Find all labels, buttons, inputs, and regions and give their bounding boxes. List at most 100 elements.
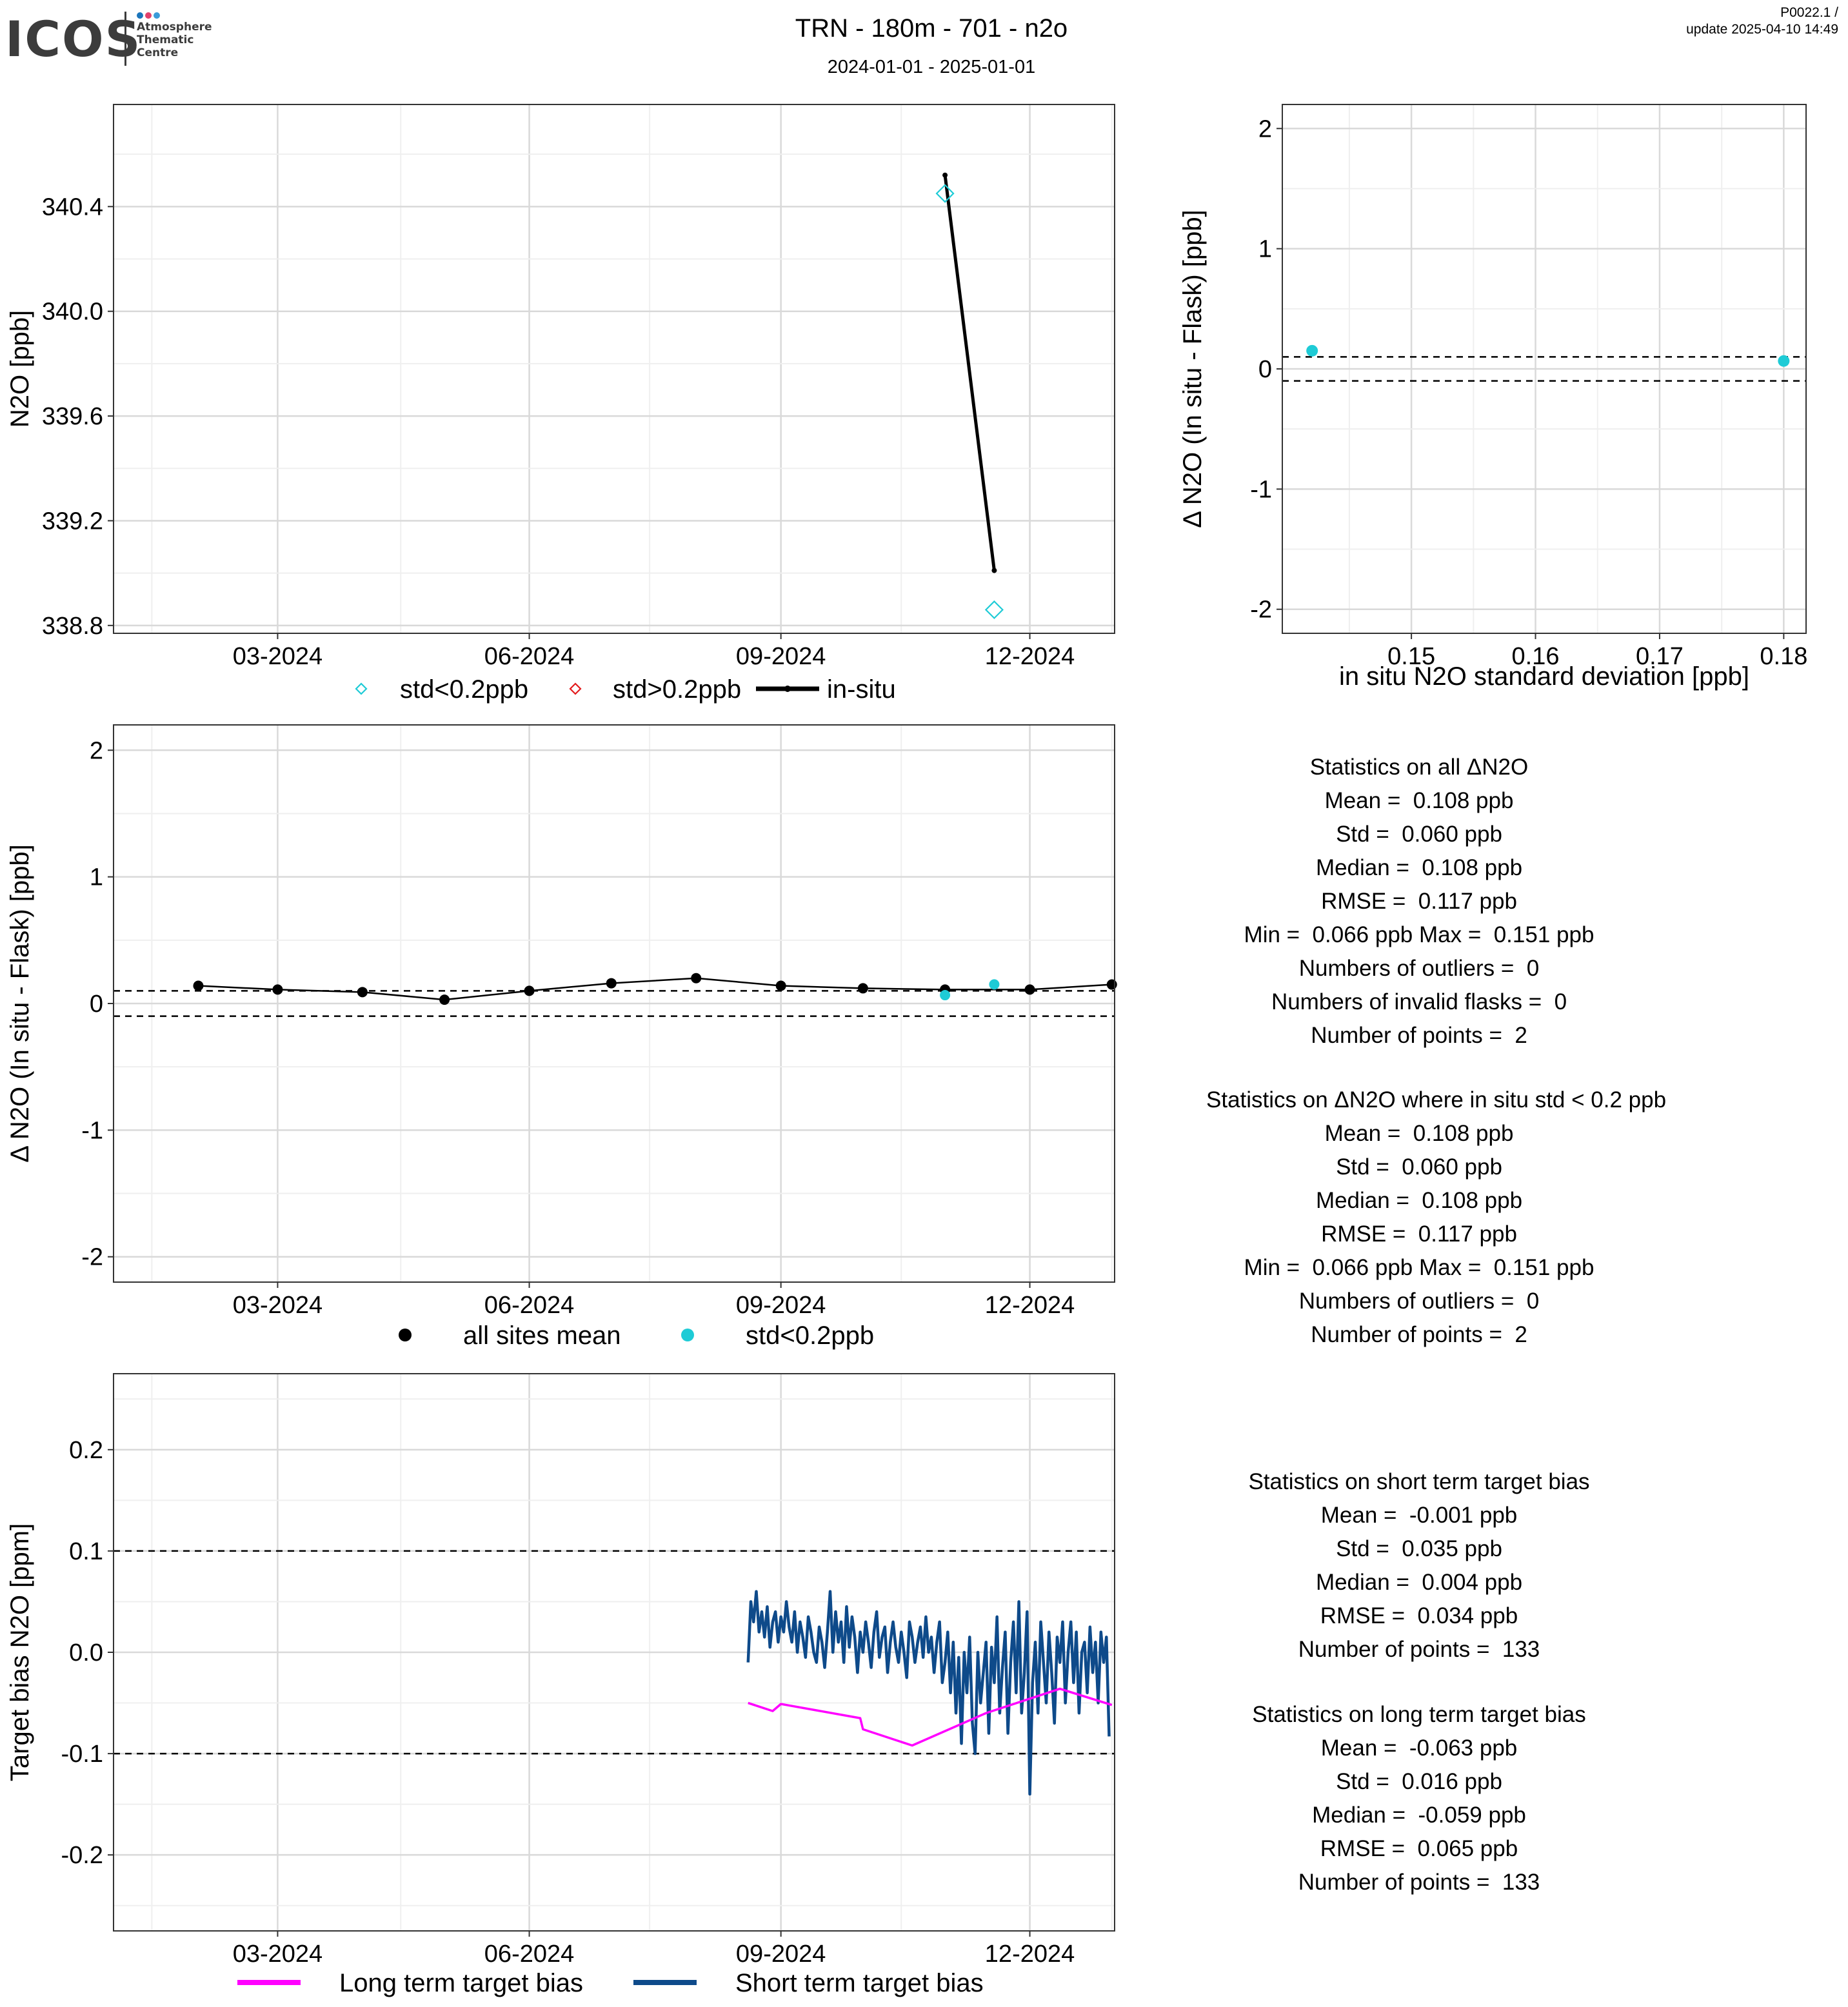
- y-tick-label: -0.1: [61, 1741, 103, 1768]
- y-tick-label: 339.2: [42, 508, 103, 535]
- legend-in-situ-label: in-situ: [827, 675, 896, 704]
- legend-std-low-key: [355, 682, 368, 695]
- stats-line: Mean = -0.001 ppb: [1320, 1503, 1518, 1528]
- x-tick-label: 06-2024: [484, 1941, 574, 1968]
- stats-line: Std = 0.060 ppb: [1336, 1154, 1502, 1180]
- x-tick-label: 0.18: [1760, 643, 1807, 670]
- legend-std-low-label: std<0.2ppb: [746, 1321, 874, 1350]
- legend-std-low-label: std<0.2ppb: [400, 675, 528, 704]
- page-subtitle: 2024-01-01 - 2025-01-01: [827, 57, 1036, 77]
- short-term-bias-line: [746, 1590, 1111, 1796]
- stats-line: Median = 0.108 ppb: [1315, 855, 1523, 880]
- stats-line: Min = 0.066 ppb Max = 0.151 ppb: [1244, 922, 1595, 947]
- legend-all-sites-mean-label: all sites mean: [463, 1321, 621, 1350]
- y-axis-label: Target bias N2O [ppm]: [6, 1523, 34, 1781]
- legend-std-high-key: [569, 682, 582, 695]
- y-tick-label: 1: [1258, 236, 1272, 263]
- std-low-point: [1778, 355, 1790, 367]
- all-sites-mean-point: [439, 994, 450, 1005]
- all-sites-mean-point: [606, 978, 617, 989]
- long-term-bias-line: [748, 1687, 1113, 1747]
- logo-dots: [137, 10, 160, 22]
- stats-line: Median = -0.059 ppb: [1312, 1803, 1526, 1828]
- n2o-panel-border: [113, 104, 1115, 634]
- y-tick-label: 1: [90, 864, 103, 891]
- stats-long-bias: Statistics on long term target bias Mean…: [1206, 1698, 1632, 1899]
- all-sites-mean-point: [524, 985, 535, 996]
- std-low-point: [940, 990, 951, 1001]
- x-tick-label: 0.16: [1512, 643, 1560, 670]
- x-tick-label: 0.15: [1387, 643, 1435, 670]
- y-tick-label: 340.0: [42, 299, 103, 326]
- stats-line: Median = 0.004 ppb: [1315, 1570, 1523, 1595]
- all-sites-mean-point: [857, 983, 868, 994]
- y-tick-label: 0: [1258, 356, 1272, 383]
- all-sites-mean-point: [691, 973, 702, 984]
- stats-line: Mean = 0.108 ppb: [1324, 788, 1514, 813]
- logo-sub-2: Thematic: [137, 34, 194, 46]
- stats-title: Statistics on all ΔN2O: [1309, 755, 1529, 780]
- std-low-diamond: [935, 184, 955, 203]
- y-tick-label: 0.1: [69, 1538, 103, 1565]
- y-axis-label: Δ N2O (In situ - Flask) [ppb]: [6, 844, 34, 1163]
- legend-all-sites-mean-key: [399, 1329, 412, 1341]
- y-tick-label: 339.6: [42, 403, 103, 430]
- stats-line: Std = 0.060 ppb: [1336, 822, 1502, 847]
- stats-line: Number of points = 2: [1311, 1322, 1527, 1347]
- y-tick-label: 2: [1258, 115, 1272, 143]
- logo-main: ICOS: [5, 10, 142, 68]
- x-tick-label: 03-2024: [233, 1292, 323, 1319]
- x-tick-label: 03-2024: [233, 643, 323, 670]
- legend-long-term-label: Long term target bias: [339, 1969, 583, 1997]
- in-situ-point: [991, 568, 997, 573]
- stats-all-delta: Statistics on all ΔN2O Mean = 0.108 ppb …: [1206, 751, 1632, 1053]
- stats-line: Std = 0.035 ppb: [1336, 1536, 1502, 1561]
- stats-line: RMSE = 0.065 ppb: [1320, 1836, 1518, 1861]
- stats-std-delta: Statistics on ΔN2O where in situ std < 0…: [1206, 1083, 1667, 1352]
- page-title: TRN - 180m - 701 - n2o: [795, 14, 1068, 43]
- stats-title: Statistics on ΔN2O where in situ std < 0…: [1206, 1087, 1667, 1112]
- x-tick-label: 06-2024: [484, 1292, 574, 1319]
- logo-sub-1: Atmosphere: [137, 21, 212, 34]
- stats-line: Number of points = 133: [1298, 1637, 1540, 1662]
- stats-line: RMSE = 0.117 ppb: [1321, 889, 1517, 914]
- x-tick-label: 12-2024: [985, 1292, 1075, 1319]
- stats-line: RMSE = 0.034 ppb: [1320, 1603, 1518, 1628]
- y-tick-label: 340.4: [42, 193, 103, 221]
- stats-title: Statistics on short term target bias: [1248, 1469, 1590, 1494]
- all-sites-mean-point: [193, 980, 204, 991]
- stats-line: Numbers of invalid flasks = 0: [1271, 989, 1567, 1014]
- legend-std-low-key: [681, 1329, 694, 1341]
- std-low-diamond: [984, 600, 1004, 620]
- all-sites-mean-point: [357, 987, 368, 998]
- version-label: P0022.1 /: [1780, 5, 1838, 20]
- x-tick-label: 06-2024: [484, 643, 574, 670]
- x-tick-label: 12-2024: [985, 643, 1075, 670]
- y-axis-label: Δ N2O (In situ - Flask) [ppb]: [1178, 210, 1207, 528]
- stats-line: Std = 0.016 ppb: [1336, 1769, 1502, 1794]
- update-label: update 2025-04-10 14:49: [1686, 22, 1838, 37]
- y-tick-label: 338.8: [42, 613, 103, 640]
- y-tick-label: -2: [1250, 597, 1272, 624]
- stats-line: Numbers of outliers = 0: [1298, 1289, 1540, 1314]
- y-tick-label: -1: [81, 1117, 103, 1144]
- stats-line: Mean = 0.108 ppb: [1324, 1121, 1514, 1146]
- all-sites-mean-point: [1024, 984, 1035, 995]
- y-tick-label: 0.0: [69, 1639, 103, 1666]
- x-tick-label: 12-2024: [985, 1941, 1075, 1968]
- stats-line: Numbers of outliers = 0: [1298, 956, 1540, 981]
- x-tick-label: 09-2024: [736, 1292, 826, 1319]
- y-tick-label: 2: [90, 737, 103, 764]
- all-sites-mean-point: [272, 984, 283, 995]
- stats-line: Min = 0.066 ppb Max = 0.151 ppb: [1244, 1255, 1595, 1280]
- x-axis-label: in situ N2O standard deviation [ppb]: [1339, 662, 1749, 691]
- stats-line: Median = 0.108 ppb: [1315, 1188, 1523, 1213]
- stats-line: RMSE = 0.117 ppb: [1321, 1221, 1517, 1247]
- x-tick-label: 09-2024: [736, 1941, 826, 1968]
- std-low-point: [989, 979, 1000, 990]
- all-sites-mean-line: [198, 977, 1112, 1001]
- x-tick-label: 03-2024: [233, 1941, 323, 1968]
- y-tick-label: -2: [81, 1244, 103, 1271]
- std-low-point: [1306, 344, 1318, 357]
